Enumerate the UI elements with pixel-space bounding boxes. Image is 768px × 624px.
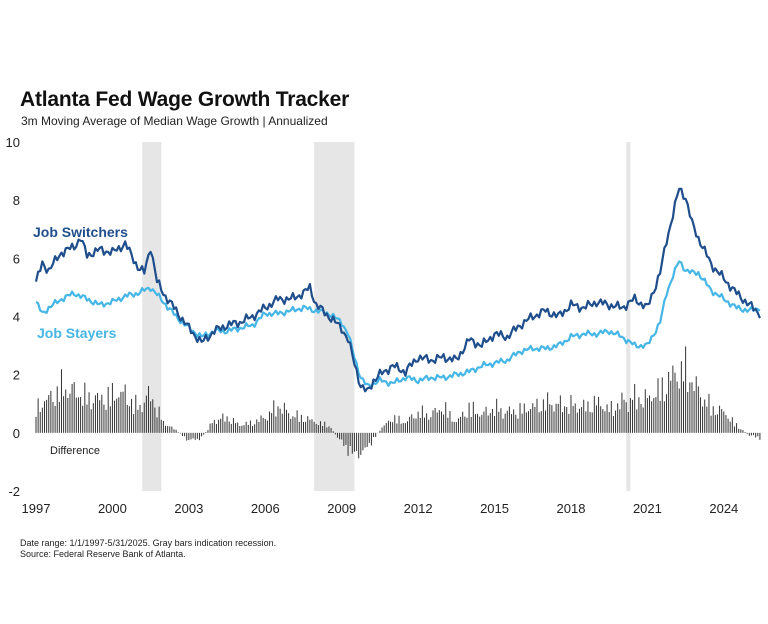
x-axis-ticks: 1997 2000 2003 2006 2009 2012 2015 2018 2021 2024 [22, 501, 739, 516]
legend-difference: Difference [50, 445, 100, 457]
x-tick-2024: 2024 [709, 501, 738, 516]
y-axis-ticks: -2 0 2 4 6 8 10 [6, 135, 20, 499]
y-tick-0: 0 [13, 426, 20, 441]
footnote: Date range: 1/1/1997-5/31/2025. Gray bar… [20, 538, 276, 560]
footnote-source: Source: Federal Reserve Bank of Atlanta. [20, 549, 186, 559]
difference-bars [35, 346, 761, 459]
job-switchers-line [34, 187, 761, 393]
job-stayers-line [35, 260, 761, 389]
series-lines [34, 187, 761, 393]
x-tick-2003: 2003 [174, 501, 203, 516]
y-tick-10: 10 [6, 135, 20, 150]
x-tick-2012: 2012 [404, 501, 433, 516]
legend-job-stayers: Job Stayers [37, 325, 117, 341]
x-tick-2006: 2006 [251, 501, 280, 516]
y-tick-2: 2 [13, 368, 20, 383]
y-tick-6: 6 [13, 251, 20, 266]
x-tick-2021: 2021 [633, 501, 662, 516]
y-tick--2: -2 [8, 484, 20, 499]
y-tick-4: 4 [13, 310, 20, 325]
chart-subtitle: 3m Moving Average of Median Wage Growth … [21, 114, 328, 128]
legend-job-switchers: Job Switchers [33, 224, 128, 240]
y-tick-8: 8 [13, 193, 20, 208]
x-tick-2018: 2018 [557, 501, 586, 516]
chart-title: Atlanta Fed Wage Growth Tracker [20, 88, 350, 111]
recession-bar-2 [626, 142, 631, 491]
x-tick-2000: 2000 [98, 501, 127, 516]
recession-bar-0 [142, 142, 162, 491]
footnote-date-range: Date range: 1/1/1997-5/31/2025. Gray bar… [20, 538, 277, 548]
x-tick-2009: 2009 [327, 501, 356, 516]
x-tick-2015: 2015 [480, 501, 509, 516]
x-tick-1997: 1997 [22, 501, 51, 516]
